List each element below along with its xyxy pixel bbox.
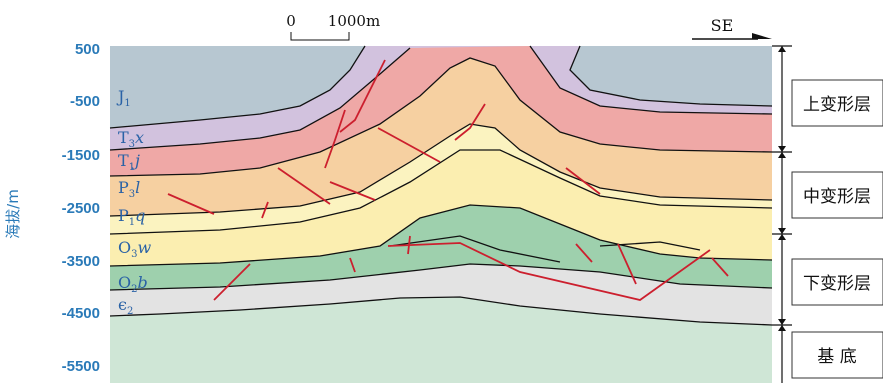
direction-arrow-icon: [752, 33, 772, 39]
boundary-o2b-lens: [599, 241, 701, 251]
stratum-label-o3w: O3w: [118, 238, 152, 260]
fault-line: [329, 181, 376, 201]
boundary-t3x-t1j: [109, 47, 411, 151]
boundary-t3x-t1j-east: [529, 45, 773, 115]
deformation-label-middle: 中变形层: [803, 187, 871, 207]
stratum-labels: J1 T3x T1j P3l P1q O3w O2b ϵ2: [116, 87, 152, 317]
t3x-fill: [110, 46, 772, 150]
scale-bar: 0 1000m: [286, 12, 380, 41]
deformation-label-basement: 基 底: [817, 347, 856, 367]
y-tick-label: -3500: [62, 253, 100, 270]
y-tick-label: -500: [70, 93, 100, 110]
boundary-p3l-p1q: [109, 123, 773, 217]
y-tick-label: -5500: [62, 358, 100, 375]
boundary-o2b-e2: [109, 263, 773, 291]
j1-fill: [110, 46, 772, 128]
stratum-label-e2: ϵ2: [118, 295, 133, 317]
scale-start-label: 0: [286, 12, 296, 30]
boundary-e2-basement: [109, 296, 773, 326]
deformation-label-lower: 下变形层: [803, 274, 871, 294]
fault-line: [213, 263, 251, 301]
deformation-label-upper: 上变形层: [803, 95, 871, 115]
boundary-t1j-p3l: [109, 57, 773, 177]
fault-line: [261, 201, 269, 219]
fault-line: [339, 59, 386, 133]
fault-line: [349, 257, 356, 273]
p3l-fill: [110, 58, 772, 216]
stratum-label-o2b: O2b: [118, 273, 148, 295]
fault-line: [617, 243, 637, 285]
boundary-p1q-o3w: [109, 149, 773, 235]
stratum-label-t3x: T3x: [118, 128, 144, 150]
fault-line: [387, 242, 711, 301]
fault-line: [377, 127, 441, 163]
t1j-fill: [110, 46, 772, 176]
y-tick-label: 500: [75, 41, 100, 58]
scale-end-label: 1000m: [328, 12, 380, 30]
stratum-label-t1j: T1j: [118, 151, 140, 173]
y-tick-label: -1500: [62, 147, 100, 164]
deformation-bracket: [772, 45, 792, 383]
direction-label: SE: [711, 16, 734, 35]
fault-line: [277, 167, 331, 205]
boundary-j1-t3x: [109, 45, 366, 129]
stratum-label-j1: J1: [116, 87, 131, 109]
faults: [167, 59, 729, 301]
stratum-boundaries: [109, 45, 773, 326]
o2b-fill: [110, 205, 772, 290]
strata-fills: [110, 46, 772, 383]
boundary-j1-t3x-east: [569, 45, 773, 107]
stratum-label-p3l: P3l: [118, 178, 140, 200]
deformation-box-basement: [791, 331, 883, 379]
direction-indicator: SE: [692, 16, 772, 40]
fault-line: [407, 235, 411, 255]
boundary-o3w-o2b: [109, 204, 773, 267]
deformation-layer-boxes: 上变形层 中变形层 下变形层 基 底: [791, 79, 883, 379]
deformation-box-middle: [791, 171, 883, 219]
stratum-label-p1q: P1q: [118, 206, 145, 228]
p1q-fill: [110, 124, 772, 234]
deformation-box-upper: [791, 79, 883, 127]
y-tick-label: -4500: [62, 305, 100, 322]
fault-line: [454, 103, 486, 141]
y-axis-title: 海拔/m: [4, 189, 22, 239]
fault-line: [575, 243, 593, 263]
e2-fill: [110, 264, 772, 325]
y-tick-label: -2500: [62, 200, 100, 217]
o3w-fill: [110, 150, 772, 266]
boundary-o3w-lens: [389, 235, 561, 263]
fault-line: [565, 167, 601, 195]
deformation-box-lower: [791, 258, 883, 306]
fault-line: [711, 257, 729, 277]
y-axis: 海拔/m 500 -500 -1500 -2500 -3500 -4500 -5…: [4, 41, 100, 375]
fault-line: [167, 193, 215, 215]
fault-line: [324, 109, 346, 169]
